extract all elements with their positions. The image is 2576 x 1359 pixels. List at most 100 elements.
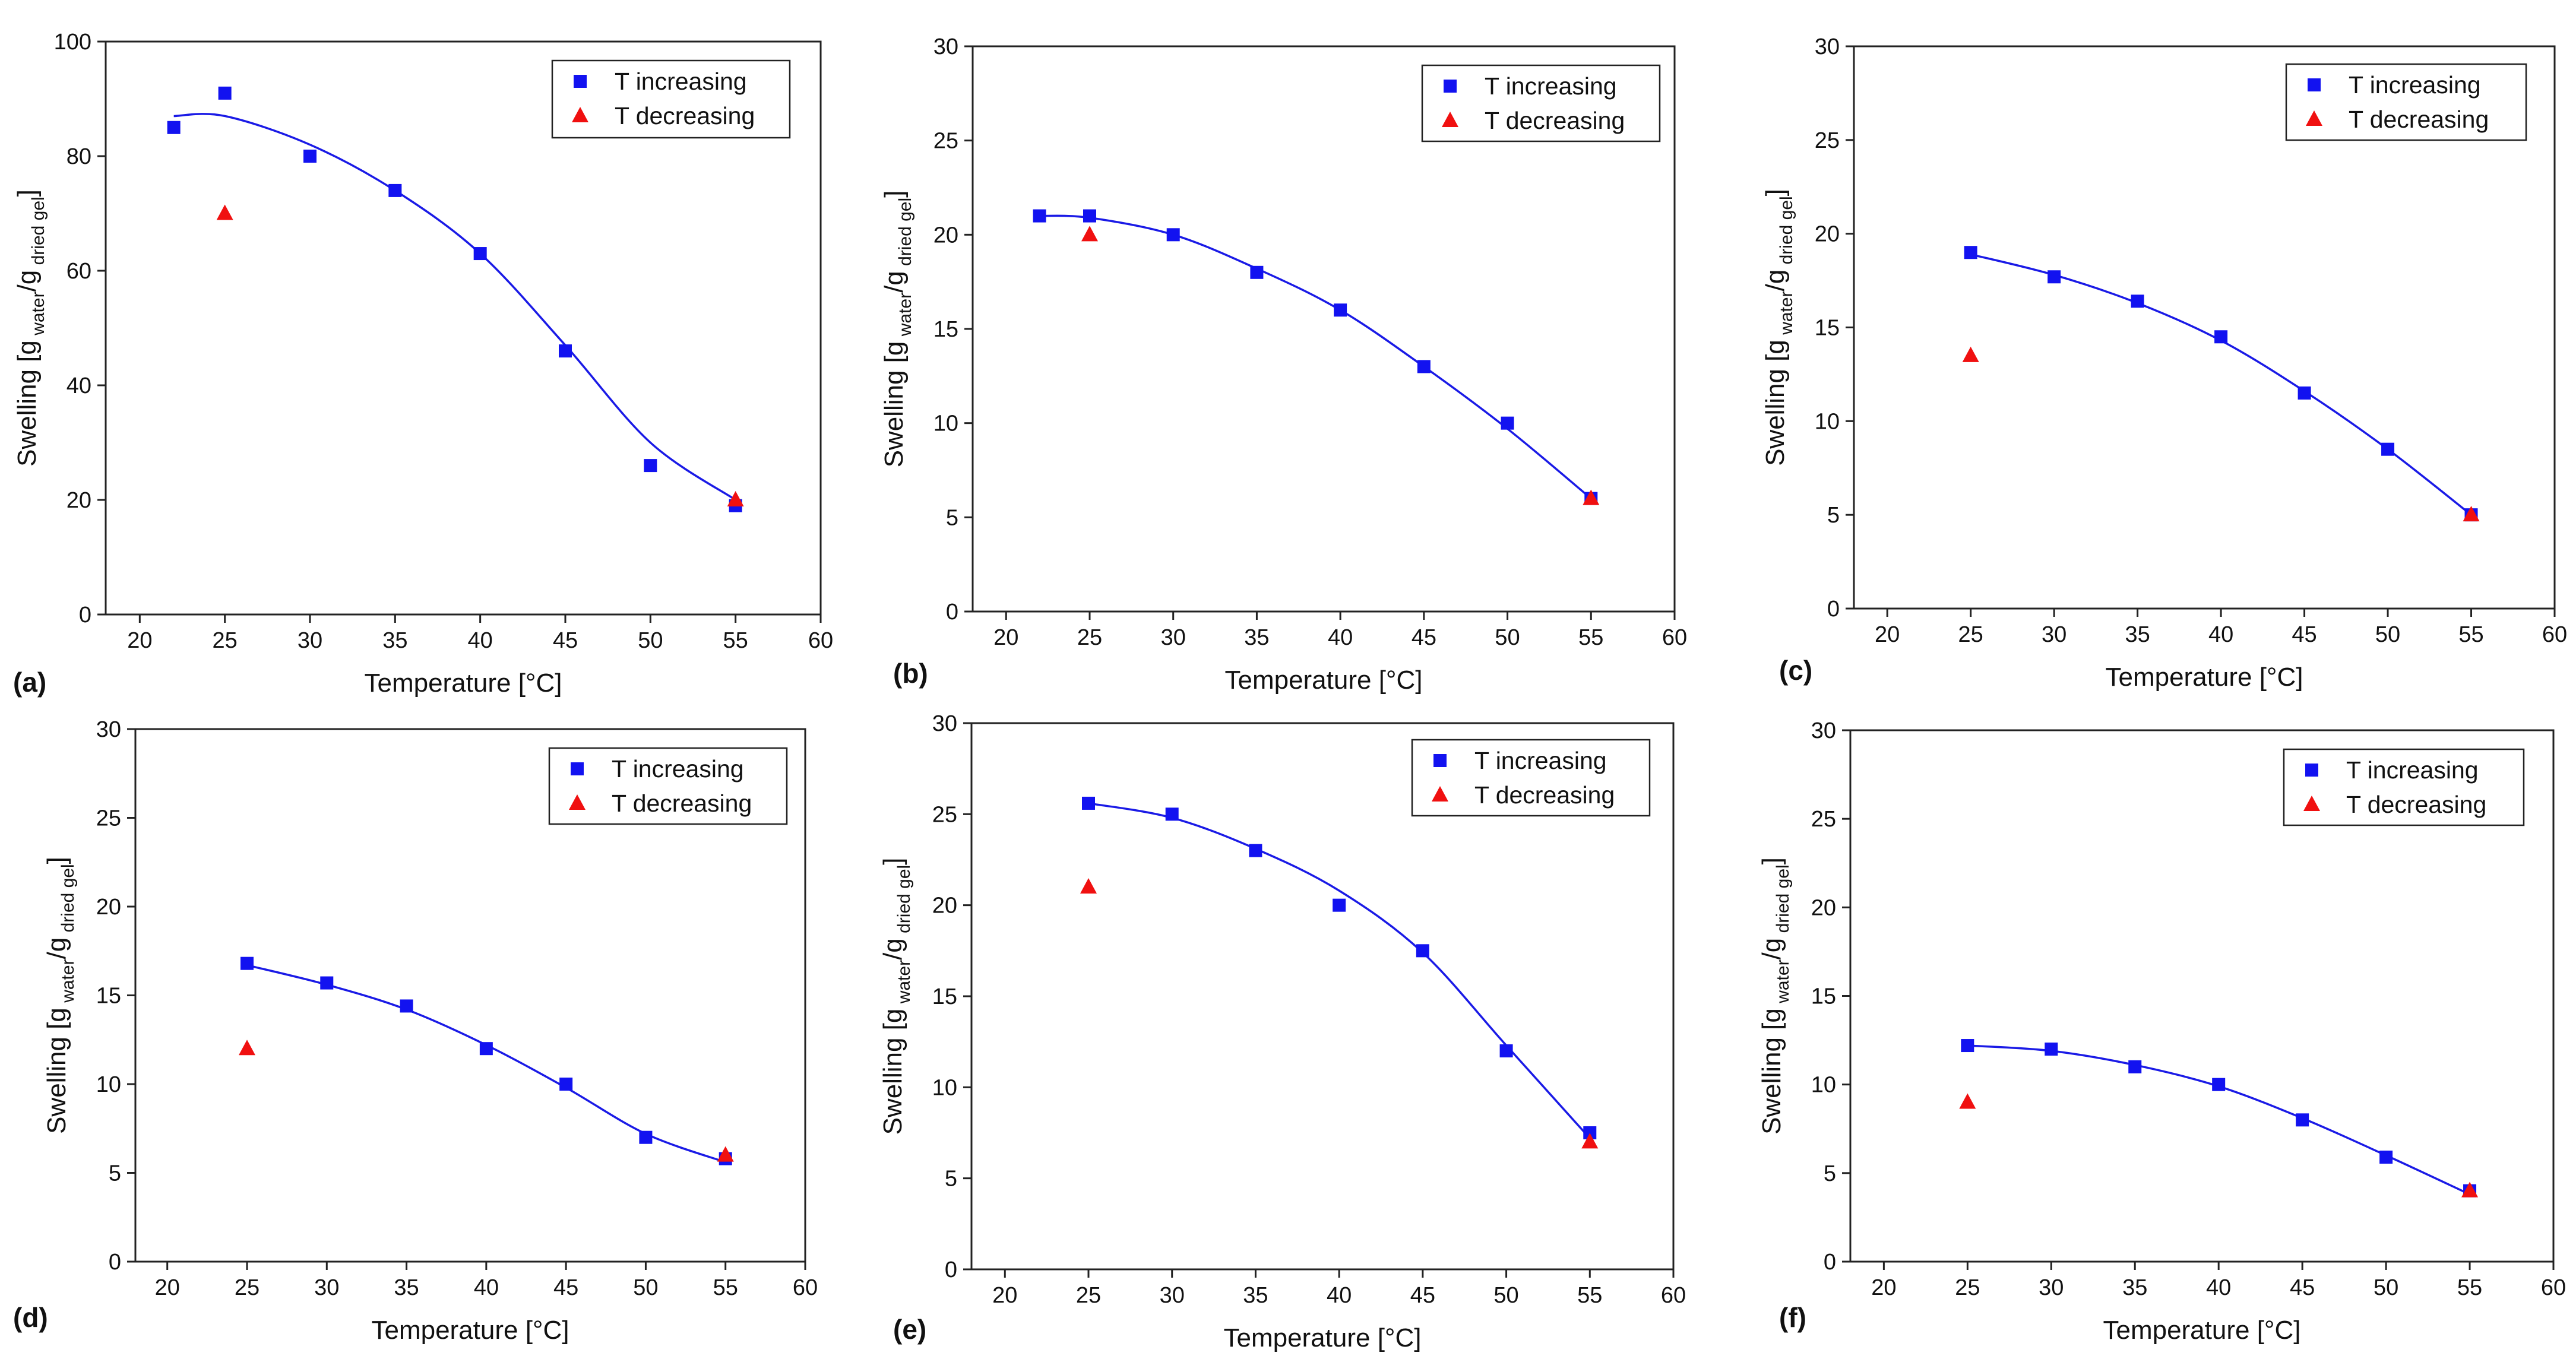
x-tick-label: 60 <box>1661 1283 1686 1308</box>
y-tick-label: 10 <box>96 1072 121 1097</box>
x-tick-label: 35 <box>382 628 407 653</box>
y-axis-subscript: water <box>29 292 48 340</box>
legend-box <box>2285 63 2527 141</box>
x-tick-label: 40 <box>1328 625 1353 650</box>
point-t-increasing <box>2296 1113 2309 1127</box>
point-t-decreasing <box>717 1146 734 1162</box>
point-t-increasing <box>303 150 317 163</box>
y-tick-label: 20 <box>67 488 91 513</box>
y-axis-title-part: ] <box>1757 857 1786 864</box>
point-t-increasing <box>2047 270 2061 284</box>
y-tick-label: 25 <box>1811 807 1836 832</box>
y-axis-subscript: dried gel <box>894 865 914 938</box>
y-tick-label: 30 <box>932 711 957 736</box>
x-tick-label: 45 <box>2292 622 2316 647</box>
y-tick-label: 10 <box>1811 1073 1836 1098</box>
y-axis-title-part: /g <box>879 271 909 293</box>
point-t-increasing <box>1083 209 1096 223</box>
y-tick-label: 100 <box>54 30 91 55</box>
y-tick-label: 60 <box>67 259 91 284</box>
y-axis-title-part: ] <box>42 857 71 864</box>
point-t-increasing <box>1964 246 1977 259</box>
x-tick-label: 25 <box>1077 625 1102 650</box>
y-tick-label: 30 <box>96 717 121 742</box>
point-t-increasing <box>2214 330 2228 344</box>
y-tick-label: 40 <box>67 373 91 398</box>
legend-marker-decreasing <box>569 794 586 810</box>
point-t-decreasing <box>1081 226 1098 242</box>
y-axis-title: Swelling [g water/g dried gel] <box>1761 189 1796 466</box>
y-tick-label: 20 <box>1811 895 1836 920</box>
legend-label-increasing: T increasing <box>615 68 747 95</box>
panel-label: (c) <box>1779 655 1812 686</box>
point-t-increasing <box>1417 360 1431 373</box>
point-t-increasing <box>2379 1150 2393 1164</box>
y-axis-subscript: water <box>58 959 78 1008</box>
y-axis-title-part: Swelling [g <box>42 1008 71 1134</box>
point-t-increasing <box>1961 1039 1974 1053</box>
y-tick-label: 20 <box>1815 222 1840 247</box>
y-tick-label: 20 <box>933 223 958 248</box>
y-axis-title-part: /g <box>12 270 42 292</box>
chart-panel-a: 20 25 30 35 40 45 50 55 60 0 20 40 60 80 100 Temperatur… <box>12 30 833 698</box>
panel-label: (e) <box>893 1314 926 1345</box>
x-tick-label: 20 <box>127 628 152 653</box>
y-axis-title: Swelling [g water/g dried gel] <box>42 857 78 1134</box>
x-tick-label: 45 <box>553 628 578 653</box>
y-axis-title-part: /g <box>1761 270 1790 292</box>
legend-marker-decreasing <box>2303 796 2320 811</box>
point-t-increasing <box>1166 228 1180 242</box>
point-t-increasing <box>1249 844 1262 857</box>
legend-marker-decreasing <box>1432 786 1448 802</box>
x-tick-label: 25 <box>235 1275 260 1300</box>
point-t-increasing <box>1033 209 1046 223</box>
x-tick-label: 50 <box>1493 1283 1518 1308</box>
x-tick-label: 20 <box>155 1275 180 1300</box>
x-tick-label: 55 <box>1577 1283 1602 1308</box>
legend-label-increasing: T increasing <box>2349 71 2481 99</box>
y-tick-label: 10 <box>933 411 958 436</box>
point-t-decreasing <box>727 491 744 506</box>
point-t-increasing <box>479 1042 493 1056</box>
x-tick-label: 55 <box>713 1275 738 1300</box>
legend-label-increasing: T increasing <box>612 755 744 783</box>
y-axis-title: Swelling [g water/g dried gel] <box>12 189 48 467</box>
panel-label: (b) <box>893 658 928 689</box>
x-tick-label: 40 <box>2208 622 2233 647</box>
y-tick-label: 20 <box>932 894 957 918</box>
legend-label-decreasing: T decreasing <box>1485 107 1625 134</box>
y-axis-subscript: water <box>895 293 915 341</box>
y-axis-title-part: Swelling [g <box>1761 340 1790 466</box>
legend: T increasing T decreasing <box>1411 739 1651 817</box>
point-t-increasing <box>1250 265 1264 279</box>
x-tick-label: 35 <box>1243 1283 1268 1308</box>
chart-panel-e: 20 25 30 35 40 45 50 55 60 0 5 10 15 20 25 30 Temperatur… <box>878 711 1686 1352</box>
point-t-increasing <box>644 459 657 473</box>
legend: T increasing T decreasing <box>1421 64 1661 142</box>
point-t-increasing <box>388 183 402 197</box>
x-tick-label: 25 <box>1955 1275 1980 1300</box>
x-tick-label: 30 <box>1161 625 1186 650</box>
point-t-increasing <box>218 86 232 100</box>
chart-panel-b: 20 25 30 35 40 45 50 55 60 0 5 10 15 20 25 30 Temperatur… <box>879 34 1687 695</box>
y-axis-title-part: /g <box>878 938 907 960</box>
y-tick-label: 80 <box>67 144 91 169</box>
x-tick-label: 20 <box>1871 1275 1896 1300</box>
y-tick-label: 0 <box>109 1250 121 1275</box>
y-tick-label: 25 <box>932 802 957 827</box>
plot-frame <box>105 40 822 616</box>
x-tick-label: 20 <box>1875 622 1900 647</box>
x-tick-label: 50 <box>1495 625 1520 650</box>
point-t-increasing <box>1165 807 1179 821</box>
point-t-increasing <box>2297 386 2311 400</box>
y-tick-label: 0 <box>945 1257 957 1282</box>
fit-curve <box>1967 1044 2470 1196</box>
x-tick-label: 55 <box>2458 622 2483 647</box>
y-tick-label: 5 <box>109 1161 121 1186</box>
x-tick-label: 50 <box>2374 1275 2398 1300</box>
x-tick-label: 20 <box>992 1283 1017 1308</box>
legend-label-increasing: T increasing <box>1485 72 1617 100</box>
legend-box <box>1411 739 1651 817</box>
x-tick-label: 55 <box>2457 1275 2482 1300</box>
x-axis-title: Temperature [°C] <box>2105 663 2303 692</box>
